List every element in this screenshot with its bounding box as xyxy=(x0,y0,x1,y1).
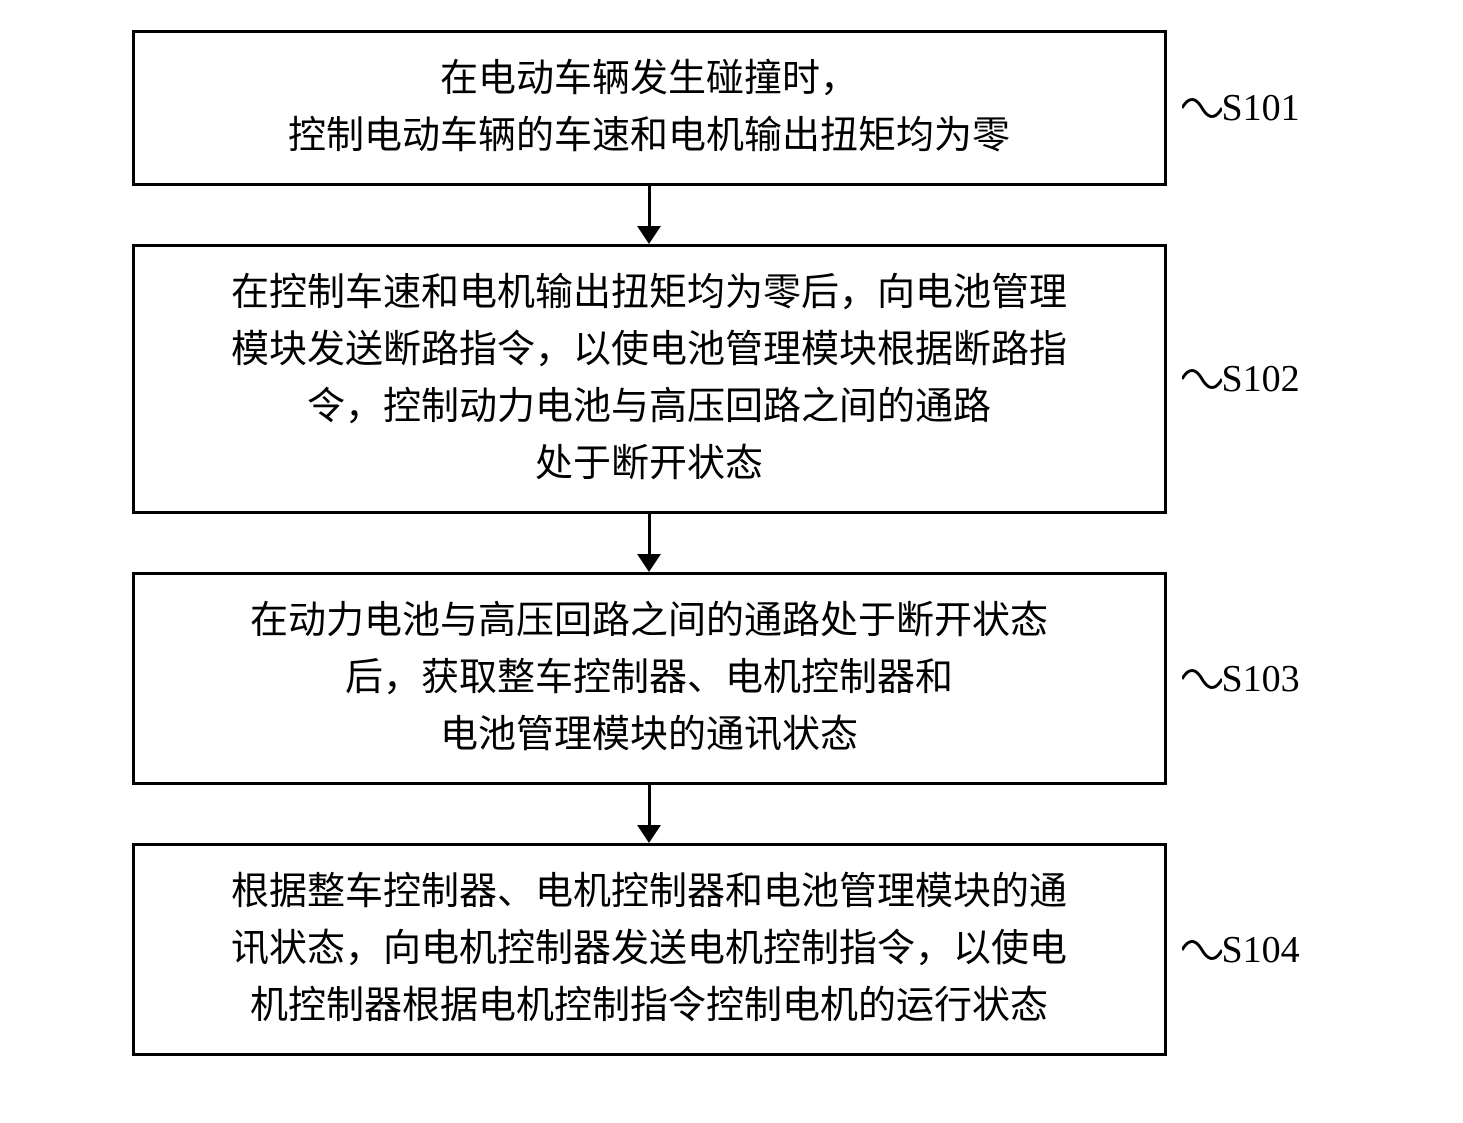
step-box-4: 根据整车控制器、电机控制器和电池管理模块的通 讯状态，向电机控制器发送电机控制指… xyxy=(132,843,1167,1056)
step-label-container-1: S101 xyxy=(1182,83,1332,133)
step-text: 机控制器根据电机控制指令控制电机的运行状态 xyxy=(165,978,1134,1035)
step-label-2: S102 xyxy=(1222,357,1300,401)
arrow-3 xyxy=(132,785,1332,843)
step-text: 在控制车速和电机输出扭矩均为零后，向电池管理 xyxy=(165,265,1134,322)
step-text: 在电动车辆发生碰撞时， xyxy=(165,51,1134,108)
step-label-container-4: S104 xyxy=(1182,925,1332,975)
step-label-container-2: S102 xyxy=(1182,354,1332,404)
arrow-1 xyxy=(132,186,1332,244)
step-text: 在动力电池与高压回路之间的通路处于断开状态 xyxy=(165,593,1134,650)
step-text: 控制电动车辆的车速和电机输出扭矩均为零 xyxy=(165,108,1134,165)
step-text: 处于断开状态 xyxy=(165,436,1134,493)
arrow-2 xyxy=(132,514,1332,572)
arrow-head-icon xyxy=(637,825,661,843)
step-label-1: S101 xyxy=(1222,86,1300,130)
tilde-connector-icon xyxy=(1182,925,1222,975)
step-row-1: 在电动车辆发生碰撞时， 控制电动车辆的车速和电机输出扭矩均为零 S101 xyxy=(132,30,1332,186)
step-label-3: S103 xyxy=(1222,657,1300,701)
step-text: 令，控制动力电池与高压回路之间的通路 xyxy=(165,379,1134,436)
step-box-1: 在电动车辆发生碰撞时， 控制电动车辆的车速和电机输出扭矩均为零 xyxy=(132,30,1167,186)
arrow-head-icon xyxy=(637,554,661,572)
arrow-line-icon xyxy=(648,514,651,554)
flowchart-container: 在电动车辆发生碰撞时， 控制电动车辆的车速和电机输出扭矩均为零 S101 在控制… xyxy=(132,30,1332,1056)
step-text: 根据整车控制器、电机控制器和电池管理模块的通 xyxy=(165,864,1134,921)
step-label-4: S104 xyxy=(1222,928,1300,972)
step-box-2: 在控制车速和电机输出扭矩均为零后，向电池管理 模块发送断路指令，以使电池管理模块… xyxy=(132,244,1167,514)
tilde-connector-icon xyxy=(1182,83,1222,133)
tilde-connector-icon xyxy=(1182,654,1222,704)
step-text: 电池管理模块的通讯状态 xyxy=(165,707,1134,764)
step-label-container-3: S103 xyxy=(1182,654,1332,704)
step-row-4: 根据整车控制器、电机控制器和电池管理模块的通 讯状态，向电机控制器发送电机控制指… xyxy=(132,843,1332,1056)
arrow-line-icon xyxy=(648,186,651,226)
step-text: 模块发送断路指令，以使电池管理模块根据断路指 xyxy=(165,322,1134,379)
step-text: 后，获取整车控制器、电机控制器和 xyxy=(165,650,1134,707)
arrow-head-icon xyxy=(637,226,661,244)
step-row-3: 在动力电池与高压回路之间的通路处于断开状态 后，获取整车控制器、电机控制器和 电… xyxy=(132,572,1332,785)
step-box-3: 在动力电池与高压回路之间的通路处于断开状态 后，获取整车控制器、电机控制器和 电… xyxy=(132,572,1167,785)
arrow-line-icon xyxy=(648,785,651,825)
tilde-connector-icon xyxy=(1182,354,1222,404)
step-row-2: 在控制车速和电机输出扭矩均为零后，向电池管理 模块发送断路指令，以使电池管理模块… xyxy=(132,244,1332,514)
step-text: 讯状态，向电机控制器发送电机控制指令，以使电 xyxy=(165,921,1134,978)
